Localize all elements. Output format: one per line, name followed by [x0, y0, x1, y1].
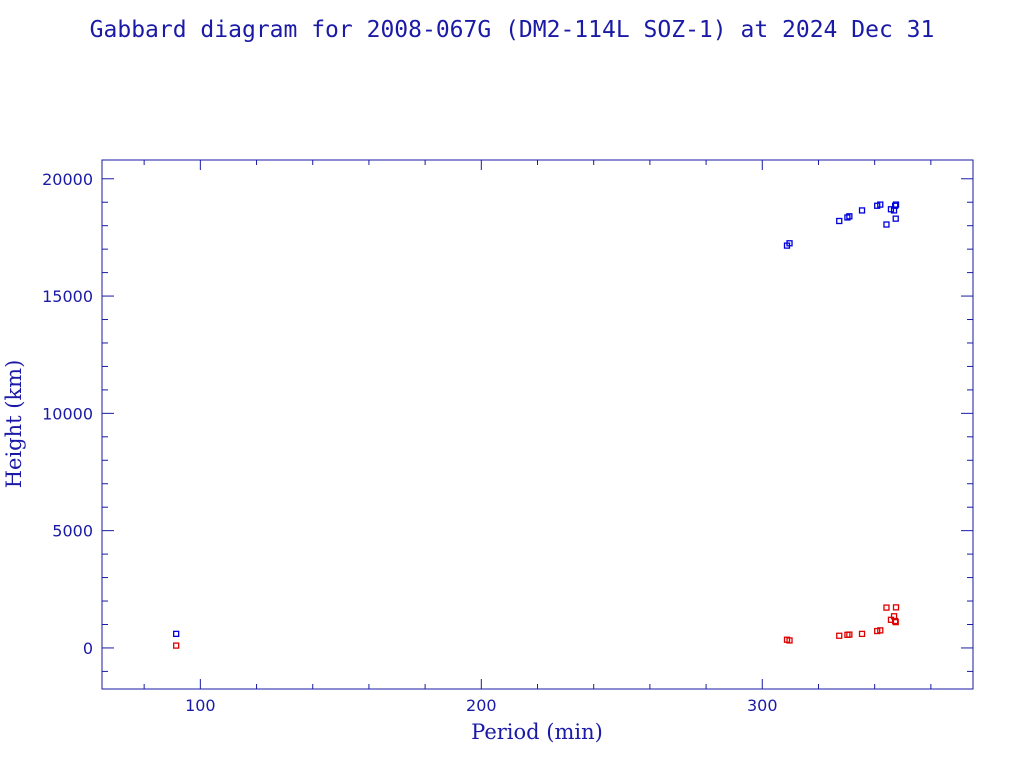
perigee-point [786, 637, 793, 644]
y-tick-label: 0 [83, 639, 93, 658]
apogee-point [858, 207, 866, 214]
perigee-point [883, 604, 890, 611]
apogee-point [786, 240, 793, 247]
x-tick-label: 200 [466, 696, 497, 715]
y-axis-label: Height (km) [2, 360, 26, 489]
perigee-point [892, 618, 899, 626]
apogee-point [892, 202, 899, 209]
apogee-point [846, 213, 853, 220]
perigee-point [877, 627, 884, 634]
y-tick-label: 10000 [42, 404, 93, 423]
data-points [173, 201, 900, 649]
perigee-point [836, 632, 843, 639]
y-tick-label: 5000 [52, 522, 93, 541]
apogee-point [173, 630, 180, 638]
x-tick-label: 300 [747, 696, 778, 715]
perigee-point [846, 631, 853, 638]
y-tick-label: 15000 [42, 287, 93, 306]
x-tick-label: 100 [185, 696, 216, 715]
apogee-point [883, 221, 890, 228]
x-axis-label: Period (min) [471, 720, 603, 744]
apogee-point [892, 201, 900, 208]
apogee-point [892, 215, 899, 222]
plot-frame [101, 159, 974, 690]
y-tick-label: 20000 [42, 170, 93, 189]
apogee-point [836, 217, 843, 225]
perigee-point [858, 630, 866, 638]
perigee-point [173, 642, 180, 649]
chart-title: Gabbard diagram for 2008-067G (DM2-114L … [90, 17, 935, 43]
perigee-point [892, 604, 900, 611]
axis-tick-labels: 100 200 300 0 5000 10000 15000 20000 [42, 170, 777, 715]
apogee-point [877, 201, 884, 208]
axis-ticks [102, 160, 973, 689]
